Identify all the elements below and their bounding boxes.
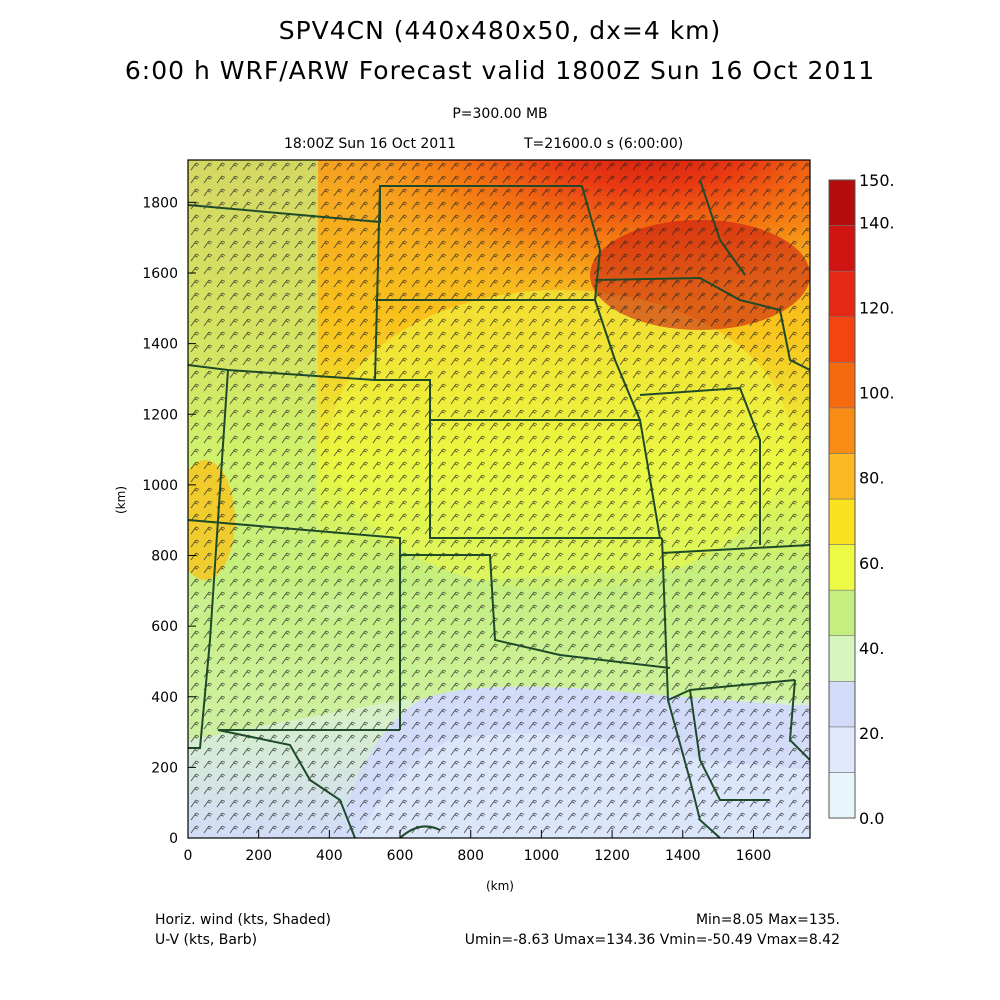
forecast-subtitle: 6:00 h WRF/ARW Forecast valid 1800Z Sun … [124,56,876,85]
colorbar-bin [828,316,856,363]
barb-legend: U-V (kts, Barb) [155,932,258,948]
colorbar-label: 20. [859,724,884,743]
colorbar-bin [828,270,856,318]
x-tick-label: 200 [245,848,272,864]
x-tick-label: 1000 [524,848,560,864]
colorbar-bin [828,589,856,637]
x-tick-label: 1600 [736,848,772,864]
y-tick-label: 1000 [142,478,178,494]
map-title: SPV4CN (440x480x50, dx=4 km) [278,16,722,45]
colorbar-label: 150. [859,171,895,190]
x-tick-label: 400 [316,848,343,864]
y-tick-label: 1600 [142,266,178,282]
shading-legend: Horiz. wind (kts, Shaded) [155,912,331,928]
colorbar-bin [828,544,856,591]
colorbar-bin [828,453,856,500]
x-tick-label: 800 [457,848,484,864]
colorbar-label: 0.0 [859,809,884,828]
x-tick-label: 1200 [594,848,630,864]
colorbar-bin [828,179,856,226]
x-tick-label: 600 [387,848,414,864]
y-tick-label: 1800 [142,195,178,211]
y-tick-label: 200 [151,760,178,776]
colorbar [828,179,856,819]
state-boundaries [188,179,810,838]
simulation-time: T=21600.0 s (6:00:00) [524,136,684,152]
colorbar-labels: 0.0 20. 40. 60. 80. 100. 120. 140. 150. [859,171,895,828]
colorbar-bin [828,772,856,819]
colorbar-bin [828,635,856,682]
min-max-stats: Min=8.05 Max=135. [695,912,840,928]
colorbar-label: 40. [859,639,884,658]
component-stats: Umin=-8.63 Umax=134.36 Vmin=-50.49 Vmax=… [464,932,840,948]
colorbar-label: 140. [859,214,895,233]
y-tick-label: 1200 [142,407,178,423]
y-tick-label: 800 [151,549,178,565]
colorbar-bin [828,680,856,728]
x-axis-label: (km) [486,879,514,893]
y-axis-label: (km) [114,486,128,514]
colorbar-bin [828,225,856,272]
colorbar-bin [828,498,856,545]
colorbar-bin [828,407,856,454]
colorbar-label: 100. [859,384,895,403]
colorbar-label: 80. [859,469,884,488]
x-tick-label: 0 [184,848,193,864]
y-tick-label: 1400 [142,337,178,353]
valid-time: 18:00Z Sun 16 Oct 2011 [284,136,457,152]
y-tick-label: 600 [151,619,178,635]
colorbar-label: 60. [859,554,884,573]
x-tick-label: 1400 [665,848,701,864]
wind-speed-shading [188,160,810,838]
pressure-level: P=300.00 MB [452,106,548,122]
colorbar-bin [828,361,856,409]
colorbar-bin [828,726,856,773]
colorbar-frame [828,179,856,819]
y-tick-label: 400 [151,690,178,706]
colorbar-label: 120. [859,299,895,318]
plot-frame [187,159,811,839]
y-tick-label: 0 [169,831,178,847]
